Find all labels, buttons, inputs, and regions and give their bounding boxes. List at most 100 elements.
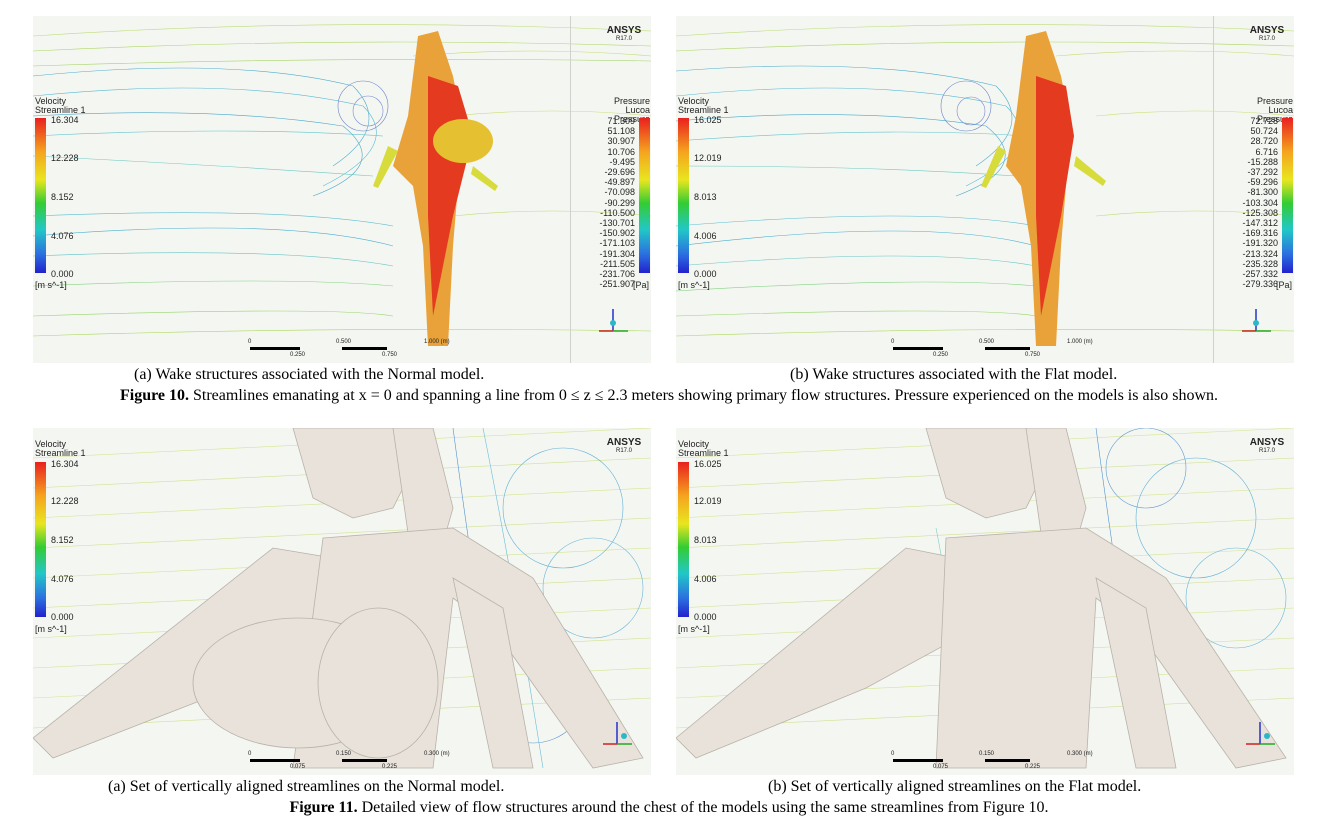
fig10a-divider <box>570 16 571 363</box>
fig10a-scalebar <box>342 347 387 350</box>
pressure-tick: -150.902 <box>599 228 635 239</box>
fig11a-scale-tick: 0.225 <box>382 764 398 770</box>
pressure-tick: -29.696 <box>604 167 635 178</box>
pressure-tick: 10.706 <box>607 146 635 157</box>
fig10a-pressure-unit: [Pa] <box>633 280 650 290</box>
pressure-tick: -211.505 <box>600 258 635 269</box>
fig10a-pressure-ticks: 71.309 51.108 30.907 10.706 -9.495 -29.696 -49… <box>575 116 635 289</box>
fig10a-model-figure <box>373 31 498 346</box>
fig11b-ansys-logo: ANSYS R17.0 <box>1249 437 1285 455</box>
fig10a-sublabel: (a) Wake structures associated with the … <box>134 366 485 383</box>
fig11a-velocity-tick: 12.228 <box>51 496 79 506</box>
pressure-tick: -257.332 <box>1242 269 1278 280</box>
pressure-tick: -90.299 <box>604 197 635 208</box>
pressure-tick: -9.495 <box>609 156 635 167</box>
fig11a-velocity-tick: 4.076 <box>51 574 74 584</box>
pressure-tick: -235.328 <box>1242 258 1278 269</box>
fig10a-velocity-tick: 0.000 <box>51 269 74 279</box>
fig10b-velocity-unit: [m s^-1] <box>678 280 710 290</box>
fig11a-axis-triad <box>603 722 632 745</box>
pressure-tick: 71.309 <box>607 116 635 126</box>
fig10b-divider <box>1213 16 1214 363</box>
fig10b-sublabel: (b) Wake structures associated with the … <box>790 366 1118 383</box>
fig10b-scale-tick: 1.000 (m) <box>1067 339 1093 345</box>
fig10a-velocity-tick: 16.304 <box>51 115 79 125</box>
pressure-tick: 72.728 <box>1250 116 1278 126</box>
fig10a-scalebar <box>250 347 300 350</box>
pressure-tick: -125.308 <box>1242 207 1278 218</box>
fig10a-axis-triad <box>599 309 628 332</box>
pressure-tick: -130.701 <box>599 218 635 229</box>
pressure-tick: 30.907 <box>607 136 635 147</box>
fig11b-velocity-tick: 12.019 <box>694 496 722 506</box>
fig11b-scalebar <box>985 759 1030 762</box>
fig10a-velocity-colorbar <box>35 118 46 273</box>
fig11b-scale-tick: 0.150 <box>979 751 995 757</box>
fig10b-pressure-colorbar <box>1282 118 1293 273</box>
fig10b-axis-triad <box>1242 309 1271 332</box>
fig11b-velocity-colorbar <box>678 462 689 617</box>
fig11a-ansys-logo: ANSYS R17.0 <box>606 437 642 455</box>
fig10b-velocity-colorbar <box>678 118 689 273</box>
figure11-caption-label: Figure 11. <box>289 799 358 816</box>
fig11a-scale-tick: 0.150 <box>336 751 352 757</box>
fig11a-velocity-tick: 8.152 <box>51 535 74 545</box>
fig10b-pressure-unit: [Pa] <box>1276 280 1293 290</box>
fig10b-ansys-logo: ANSYS R17.0 <box>1249 25 1285 43</box>
fig10a-velocity-tick: 8.152 <box>51 192 74 202</box>
pressure-tick: -103.304 <box>1242 197 1278 208</box>
pressure-tick: -169.316 <box>1242 228 1278 239</box>
fig11b-streamline-render <box>676 428 1294 769</box>
pressure-tick: -279.336 <box>1242 279 1278 290</box>
fig10a-pressure-title: Pressure Lucoa Pressure <box>613 96 650 124</box>
pressure-tick: -213.324 <box>1242 248 1278 259</box>
fig11b-model-figure <box>676 428 1287 769</box>
fig10b-velocity-tick: 0.000 <box>694 269 717 279</box>
fig11a-velocity-colorbar <box>35 462 46 617</box>
fig11a-scale-tick: 0.075 <box>290 764 306 770</box>
fig10b-pressure-title: Pressure Lucoa Pressure <box>1256 96 1293 124</box>
fig11b-panel <box>676 428 1294 775</box>
fig10b-scalebar <box>985 347 1030 350</box>
fig10a-scale-tick: 0 <box>248 339 252 345</box>
fig11b-scale-tick: 0 <box>891 751 895 757</box>
figure11-caption-text: Detailed view of flow structures around … <box>357 799 1049 816</box>
fig10b-scalebar <box>893 347 943 350</box>
fig10b-streamline-render <box>676 24 1294 346</box>
pressure-tick: -37.292 <box>1247 167 1278 178</box>
fig10b-velocity-tick: 12.019 <box>694 153 722 163</box>
fig10b-scale-tick: 0.750 <box>1025 352 1041 358</box>
fig11a-velocity-unit: [m s^-1] <box>35 624 67 634</box>
pressure-tick: -147.312 <box>1242 218 1278 229</box>
fig11b-velocity-tick: 8.013 <box>694 535 717 545</box>
fig10a-streamline-render <box>33 24 651 346</box>
fig11a-model-figure <box>33 428 644 769</box>
fig11a-streamline-render <box>33 428 651 769</box>
fig10a-velocity-title: Velocity Streamline 1 <box>35 96 86 115</box>
pressure-tick: -231.706 <box>599 269 635 280</box>
pressure-tick: -191.320 <box>1242 238 1278 249</box>
fig10a-pressure-colorbar <box>639 118 650 273</box>
pressure-tick: 6.716 <box>1255 146 1278 157</box>
fig10a-velocity-unit: [m s^-1] <box>35 280 67 290</box>
pressure-tick: 28.720 <box>1250 136 1278 147</box>
fig10a-velocity-tick: 4.076 <box>51 231 74 241</box>
pressure-tick: -251.907 <box>599 279 635 290</box>
fig10b-velocity-tick: 16.025 <box>694 115 722 125</box>
pressure-tick: 50.724 <box>1250 126 1278 137</box>
fig10a-velocity-tick: 12.228 <box>51 153 79 163</box>
fig11b-velocity-tick: 0.000 <box>694 612 717 622</box>
fig11a-scalebar <box>342 759 387 762</box>
fig10b-scale-tick: 0 <box>891 339 895 345</box>
fig10b-velocity-title: Velocity Streamline 1 <box>678 96 729 115</box>
pressure-tick: -171.103 <box>599 238 635 249</box>
fig11a-sublabel: (a) Set of vertically aligned streamline… <box>108 778 505 795</box>
fig11a-scalebar <box>250 759 300 762</box>
fig10a-panel <box>33 16 651 363</box>
fig11b-velocity-title: Velocity Streamline 1 <box>678 439 729 458</box>
fig11b-velocity-tick: 4.006 <box>694 574 717 584</box>
fig11a-scale-tick: 0 <box>248 751 252 757</box>
figure10-caption-label: Figure 10. <box>119 387 189 404</box>
fig11a-velocity-tick: 0.000 <box>51 612 74 622</box>
fig10a-scale-tick: 0.500 <box>336 339 352 345</box>
